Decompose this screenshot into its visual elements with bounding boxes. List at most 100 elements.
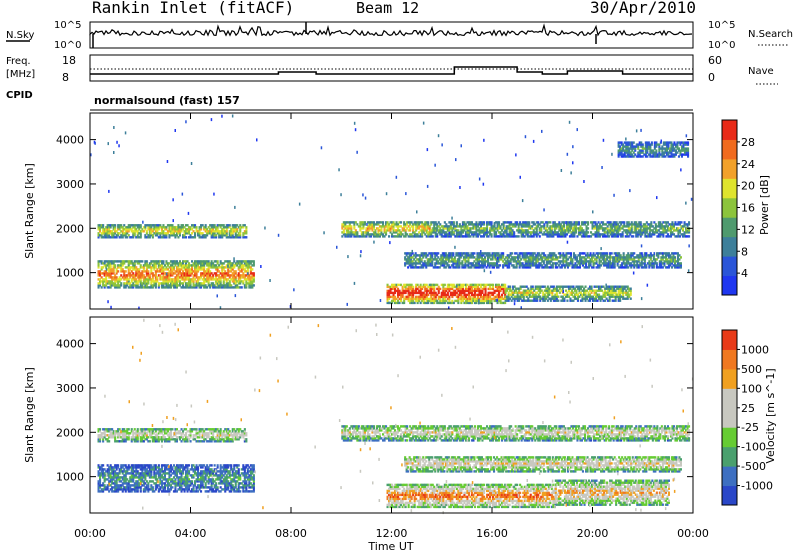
echo-cell (556, 256, 559, 259)
echo-cell (357, 235, 360, 238)
echo-cell (198, 230, 201, 233)
echo-cell (221, 286, 224, 289)
echo-cell (234, 228, 237, 231)
echo-cell (423, 262, 426, 265)
echo-cell (554, 266, 557, 269)
echo-cell (227, 284, 230, 287)
echo-cell (163, 286, 166, 289)
echo-cell (605, 231, 608, 234)
echo-cell (450, 254, 453, 257)
echo-cell (650, 233, 653, 236)
echo-cell (357, 225, 360, 228)
echo-cell (163, 236, 166, 239)
echo-cell (175, 266, 178, 269)
echo-cell (606, 264, 609, 267)
echo-cell (203, 276, 206, 279)
echo-cell (371, 229, 374, 232)
echo-cell (465, 264, 468, 267)
echo-cell (464, 258, 467, 261)
echo-cell (553, 221, 556, 224)
echo-cell (185, 272, 188, 275)
echo-cell (630, 256, 633, 259)
echo-cell (422, 266, 425, 269)
echo-cell (532, 233, 535, 236)
echo-cell (588, 256, 591, 259)
echo-cell (109, 274, 112, 277)
echo-cell (597, 235, 600, 238)
echo-cell (204, 286, 207, 289)
echo-cell (189, 264, 192, 267)
echo-cell (411, 266, 414, 269)
echo-cell (157, 286, 160, 289)
echo-cell (112, 278, 115, 281)
echo-cell (534, 233, 537, 236)
echo-cell (157, 274, 160, 277)
echo-cell (532, 223, 535, 226)
echo-cell (418, 231, 421, 234)
echo-cell (153, 280, 156, 283)
echo-cell (435, 252, 438, 255)
echo-cell (388, 225, 391, 228)
echo-cell (200, 232, 203, 235)
echo-cell (404, 256, 407, 259)
echo-cell (522, 235, 525, 238)
echo-cell (239, 226, 242, 229)
echo-cell (142, 282, 145, 285)
echo-cell (508, 254, 511, 257)
echo-cell (596, 225, 599, 228)
echo-cell (441, 264, 444, 267)
echo-cell (487, 235, 490, 238)
echo-cell (237, 266, 240, 269)
echo-cell (508, 264, 511, 267)
echo-cell (237, 260, 240, 263)
echo-cell (133, 262, 136, 265)
echo-cell (227, 268, 230, 271)
echo-cell (583, 252, 586, 255)
echo-cell (588, 262, 591, 265)
echo-cell (407, 256, 410, 259)
echo-cell (616, 262, 619, 265)
echo-cell (406, 233, 409, 236)
echo-cell (231, 264, 234, 267)
echo-cell (97, 260, 100, 263)
echo-cell (595, 258, 598, 261)
echo-cell (502, 221, 505, 224)
echo-cell (147, 270, 150, 273)
echo-cell (449, 223, 452, 226)
echo-cell (182, 234, 185, 237)
echo-cell (362, 231, 365, 234)
echo-cell (493, 235, 496, 238)
echo-cell (554, 264, 557, 267)
echo-cell (109, 232, 112, 235)
echo-cell (369, 235, 372, 238)
echo-cell (564, 233, 567, 236)
echo-cell (197, 264, 200, 267)
echo-cell (502, 252, 505, 255)
echo-cell (570, 227, 573, 230)
echo-cell (455, 262, 458, 265)
echo-cell (573, 221, 576, 224)
echo-cell (562, 256, 565, 259)
echo-cell (466, 231, 469, 234)
echo-cell (556, 266, 559, 269)
echo-cell (198, 282, 201, 285)
echo-cell (594, 233, 597, 236)
echo-cell (477, 260, 480, 263)
echo-cell (249, 280, 252, 283)
echo-cell (188, 280, 191, 283)
echo-cell (544, 266, 547, 269)
echo-cell (204, 274, 207, 277)
echo-cell (621, 231, 624, 234)
echo-cell (188, 272, 191, 275)
echo-cell (203, 272, 206, 275)
echo-cell (452, 227, 455, 230)
echo-cell (615, 233, 618, 236)
echo-cell (209, 262, 212, 265)
echo-cell (342, 223, 345, 226)
echo-cell (560, 254, 563, 257)
echo-cell (103, 272, 106, 275)
echo-cell (153, 260, 156, 263)
echo-cell (347, 227, 350, 230)
echo-cell (368, 221, 371, 224)
echo-cell (100, 260, 103, 263)
